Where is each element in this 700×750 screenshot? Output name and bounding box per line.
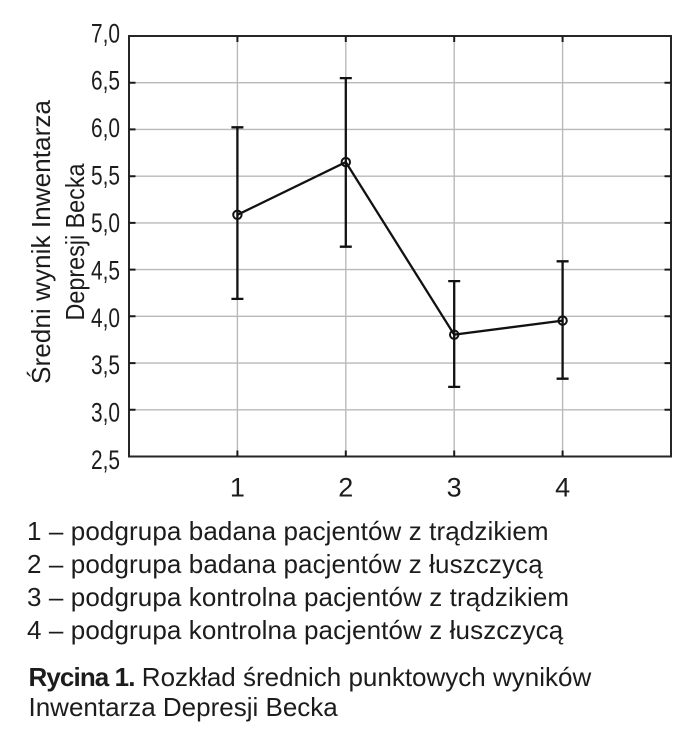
svg-text:4,5: 4,5 (91, 255, 120, 285)
svg-text:3,5: 3,5 (91, 350, 120, 380)
svg-text:3,0: 3,0 (91, 398, 120, 428)
svg-text:4,0: 4,0 (91, 303, 120, 333)
svg-text:2,5: 2,5 (91, 445, 120, 475)
svg-text:4: 4 (555, 472, 570, 502)
svg-text:5,5: 5,5 (91, 161, 120, 191)
svg-text:Depresji Becka: Depresji Becka (60, 163, 90, 320)
svg-text:5,0: 5,0 (91, 208, 120, 238)
svg-text:6,5: 6,5 (91, 66, 120, 96)
svg-text:2: 2 (338, 472, 353, 502)
svg-text:6,0: 6,0 (91, 113, 120, 143)
svg-text:1: 1 (230, 472, 245, 502)
svg-text:Średni wynik Inwentarza: Średni wynik Inwentarza (26, 99, 56, 384)
svg-text:7,0: 7,0 (91, 18, 120, 48)
svg-text:3: 3 (447, 472, 462, 502)
